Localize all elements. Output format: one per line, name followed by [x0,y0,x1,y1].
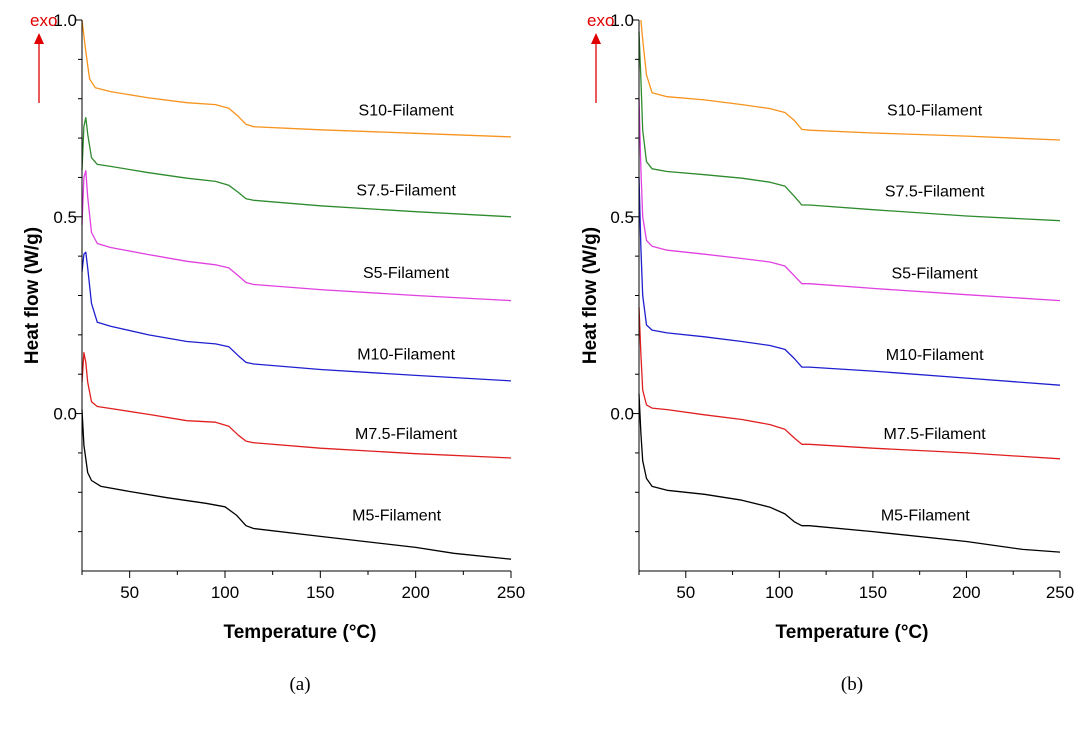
x-axis-title: Temperature (°C) [776,622,929,643]
series-label: S10-Filament [359,103,455,120]
y-tick-label: 0.0 [53,405,77,424]
exo-label: exo [30,11,57,30]
series-line-s7-5-filament [81,116,512,218]
y-tick-label: 0.0 [610,405,634,424]
chart-panel-b: 50 100 150 200 250 0.0 0.5 1.0 S10-Filament S7.5-… [580,11,1074,695]
x-tick-label: 200 [952,583,980,602]
chart-panel-a: 50 100 150 200 250 0.0 0.5 1.0 S10-Filament S7.5-… [22,11,525,695]
x-axis-title: Temperature (°C) [224,622,377,643]
exo-arrow-head-icon [591,33,601,44]
x-tick-label: 250 [1046,583,1074,602]
series-label: S10-Filament [887,103,983,120]
series-line-m10-filament [81,251,512,382]
series-label: M5-Filament [881,508,970,525]
x-tick-label: 200 [401,583,429,602]
series-label: M10-Filament [886,347,984,364]
series-line-m7-5-filament [638,307,1061,460]
series-line-m10-filament [638,177,1061,386]
series-line-m5-filament [638,393,1061,553]
series-line-m7-5-filament [81,351,512,459]
series-label: S5-Filament [363,265,450,282]
series-label: S7.5-Filament [356,183,456,200]
series-line-s5-filament [81,170,512,302]
x-tick-label: 150 [306,583,334,602]
y-axis-title: Heat flow (W/g) [580,227,601,364]
series-line-m5-filament [81,409,512,560]
series-line-s5-filament [638,98,1061,302]
series-label: M5-Filament [352,508,441,525]
exo-label: exo [587,11,614,30]
x-tick-label: 250 [497,583,525,602]
panel-label: (a) [289,674,310,695]
series-label: S5-Filament [892,266,979,283]
x-tick-label: 150 [859,583,887,602]
exo-arrow-head-icon [34,33,44,44]
y-tick-label: 0.5 [53,208,77,227]
series-label: M7.5-Filament [355,426,458,443]
series-line-s10-filament [640,19,1061,141]
x-tick-label: 100 [211,583,239,602]
series-line-s10-filament [81,19,512,138]
series-label: M7.5-Filament [884,426,987,443]
series-label: S7.5-Filament [885,183,985,200]
x-tick-label: 50 [120,583,139,602]
y-tick-label: 0.5 [610,208,634,227]
y-tick-label: 1.0 [610,11,634,30]
x-tick-label: 100 [765,583,793,602]
y-tick-label: 1.0 [53,11,77,30]
y-axis-title: Heat flow (W/g) [22,227,43,364]
series-label: M10-Filament [357,347,455,364]
panel-label: (b) [841,674,863,695]
x-tick-label: 50 [676,583,695,602]
series-line-s7-5-filament [638,31,1061,222]
